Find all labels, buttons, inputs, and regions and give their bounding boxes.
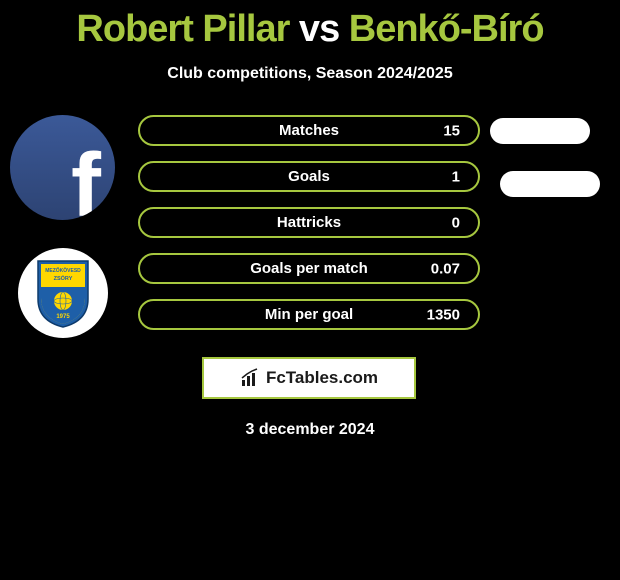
page-title: Robert Pillar vs Benkő-Bíró xyxy=(0,0,620,51)
stat-label: Hattricks xyxy=(277,214,341,231)
stats-column: Matches 15 Goals 1 Hattricks 0 Goals per… xyxy=(138,115,480,345)
stat-bar-hattricks: Hattricks 0 xyxy=(138,207,480,238)
title-player1: Robert Pillar xyxy=(76,8,289,50)
stat-value: 0 xyxy=(452,214,460,231)
svg-text:ZSÓRY: ZSÓRY xyxy=(54,274,73,282)
pill-1 xyxy=(490,118,590,144)
stat-label: Min per goal xyxy=(265,306,353,323)
pill-2 xyxy=(500,171,600,197)
svg-text:MEZŐKÖVESD: MEZŐKÖVESD xyxy=(45,267,81,274)
team-shield-icon: MEZŐKÖVESD ZSÓRY 1975 xyxy=(34,257,92,329)
subtitle: Club competitions, Season 2024/2025 xyxy=(0,65,620,83)
stat-label: Goals xyxy=(288,168,330,185)
title-vs: vs xyxy=(289,8,348,50)
stat-value: 1 xyxy=(452,168,460,185)
stat-value: 0.07 xyxy=(431,260,460,277)
stat-bar-mpg: Min per goal 1350 xyxy=(138,299,480,330)
facebook-icon[interactable]: f xyxy=(10,115,115,220)
stat-value: 1350 xyxy=(427,306,460,323)
svg-text:1975: 1975 xyxy=(56,314,70,320)
facebook-f: f xyxy=(71,135,101,220)
stat-bar-matches: Matches 15 xyxy=(138,115,480,146)
stat-bar-goals: Goals 1 xyxy=(138,161,480,192)
brand-text: FcTables.com xyxy=(266,368,378,388)
date-text: 3 december 2024 xyxy=(0,421,620,439)
chart-icon xyxy=(240,368,260,388)
team-badge[interactable]: MEZŐKÖVESD ZSÓRY 1975 xyxy=(18,248,108,338)
title-player2: Benkő-Bíró xyxy=(349,8,544,50)
brand-box[interactable]: FcTables.com xyxy=(202,357,416,399)
stat-bar-gpm: Goals per match 0.07 xyxy=(138,253,480,284)
stat-label: Goals per match xyxy=(250,260,368,277)
stat-label: Matches xyxy=(279,122,339,139)
stat-value: 15 xyxy=(443,122,460,139)
